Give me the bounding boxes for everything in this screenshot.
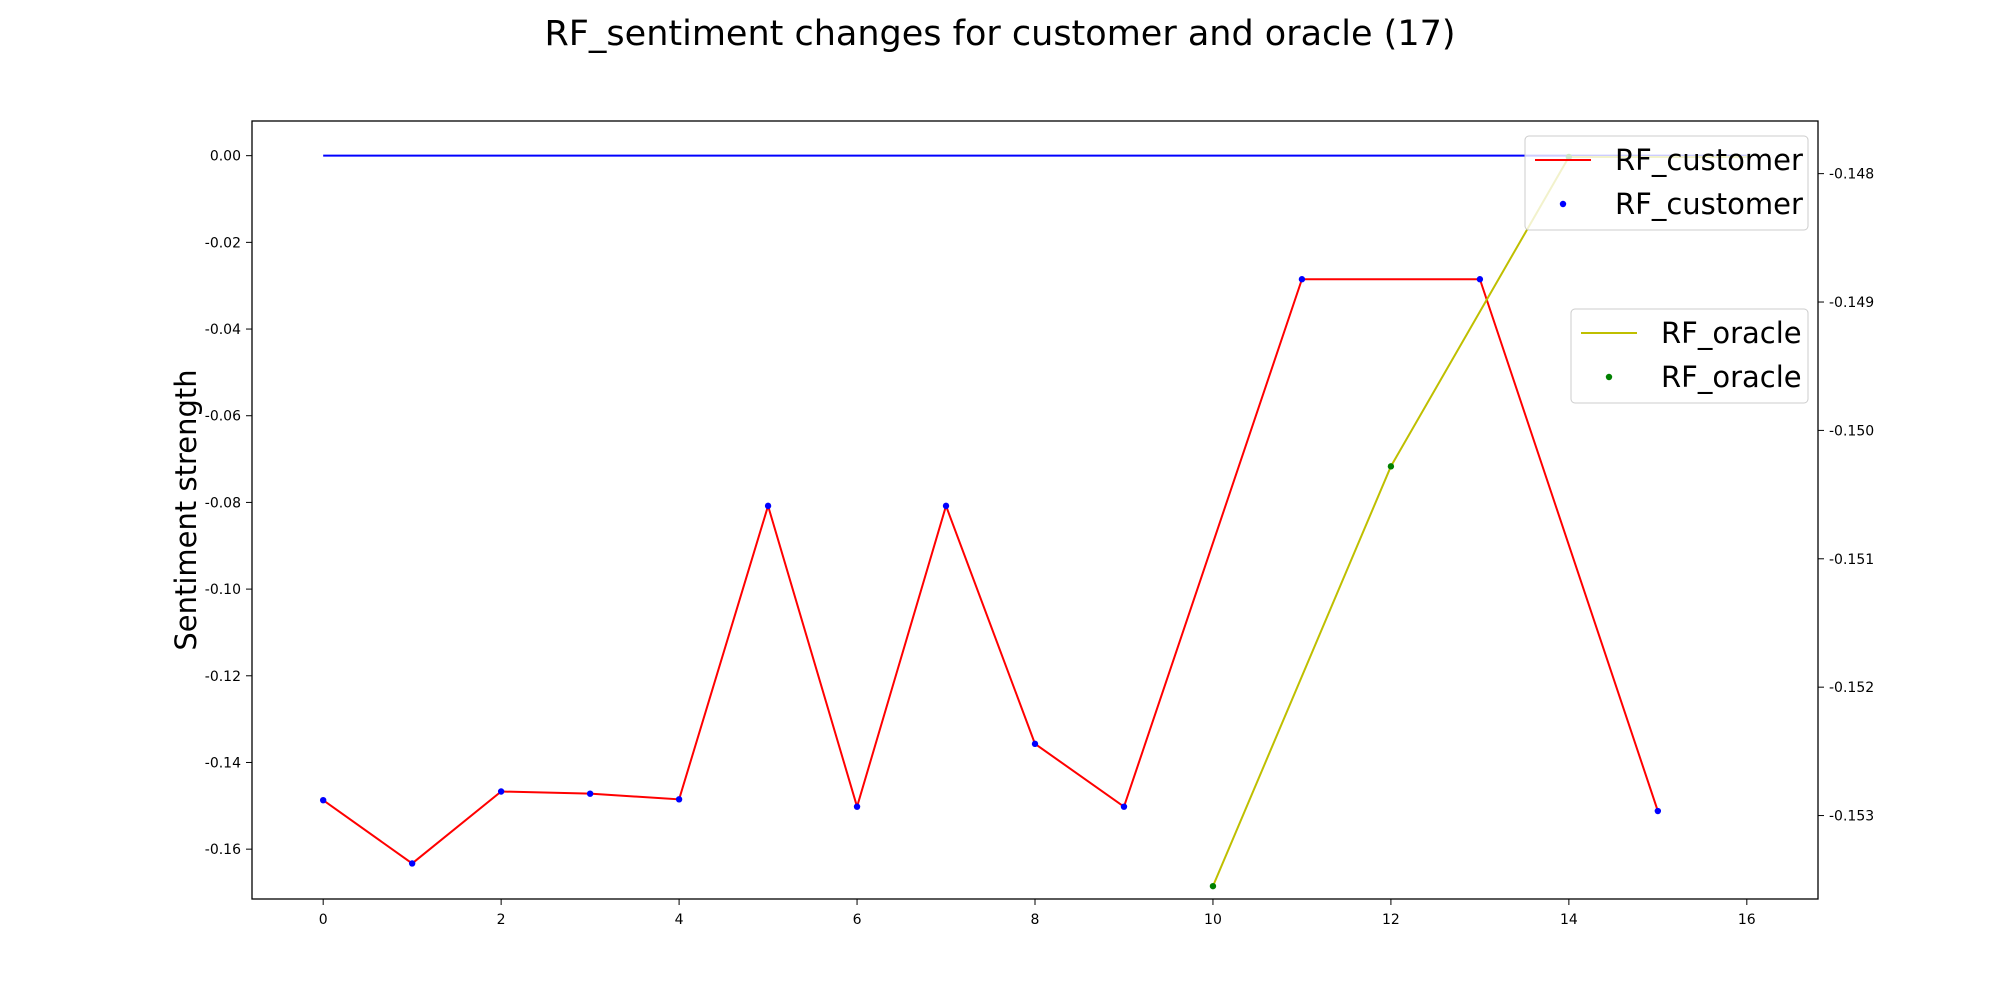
y-left-tick-label: -0.12 bbox=[205, 669, 241, 685]
series-layer bbox=[319, 153, 1747, 890]
x-tick-label: 4 bbox=[675, 912, 684, 928]
y-axis-label: Sentiment strength bbox=[169, 369, 203, 650]
rf-customer-point bbox=[497, 788, 505, 795]
legend-label: RF_customer bbox=[1615, 143, 1803, 177]
rf-customer-point bbox=[1476, 276, 1484, 283]
legend-marker-swatch bbox=[1605, 373, 1613, 381]
y-left-tick-label: 0.00 bbox=[210, 149, 241, 165]
y-right-tick-label: -0.150 bbox=[1829, 423, 1874, 439]
rf-oracle-line bbox=[1212, 155, 1747, 887]
x-tick-label: 8 bbox=[1031, 912, 1040, 928]
y-right-tick-label: -0.152 bbox=[1829, 680, 1874, 696]
rf-customer-line bbox=[322, 278, 1659, 865]
y-left-tick-label: -0.02 bbox=[205, 235, 241, 251]
rf-customer-point bbox=[1031, 740, 1039, 748]
y-left-tick-label: -0.10 bbox=[205, 582, 241, 598]
y-right-tick-label: -0.148 bbox=[1829, 167, 1874, 183]
x-axis: 0 2 4 6 8 10 12 14 16 bbox=[319, 899, 1756, 928]
y-left-tick-label: -0.14 bbox=[205, 755, 241, 771]
chart-title: RF_sentiment changes for customer and or… bbox=[544, 14, 1456, 54]
rf-customer-point bbox=[1120, 803, 1128, 810]
x-tick-label: 0 bbox=[319, 912, 328, 928]
rf-customer-point bbox=[1654, 807, 1662, 815]
legend-label: RF_oracle bbox=[1661, 316, 1802, 350]
rf-oracle-point bbox=[1387, 463, 1395, 470]
x-tick-label: 10 bbox=[1204, 912, 1222, 928]
legend-layer: RF_customer RF_customer RF_oracle RF_oracle bbox=[1524, 135, 1809, 404]
legend-box bbox=[1524, 135, 1809, 231]
rf-customer-point bbox=[1298, 276, 1306, 283]
y-axis-right: -0.148 -0.149 -0.150 -0.151 -0.152 -0.153 bbox=[1818, 167, 1874, 825]
legend-marker-swatch bbox=[1559, 200, 1567, 208]
y-left-tick-label: -0.04 bbox=[205, 322, 241, 338]
legend-label: RF_customer bbox=[1615, 187, 1803, 221]
rf-customer-point bbox=[853, 803, 861, 810]
x-tick-label: 14 bbox=[1560, 912, 1578, 928]
rf-customer-point bbox=[408, 860, 416, 867]
y-right-tick-label: -0.149 bbox=[1829, 295, 1874, 311]
y-right-tick-label: -0.153 bbox=[1829, 809, 1874, 825]
y-right-tick-label: -0.151 bbox=[1829, 552, 1874, 568]
y-left-tick-label: -0.08 bbox=[205, 495, 241, 511]
rf-customer-point bbox=[586, 790, 594, 797]
rf-customer-point bbox=[942, 502, 950, 510]
y-left-tick-label: -0.06 bbox=[205, 409, 241, 425]
rf-customer-point bbox=[675, 796, 683, 803]
y-axis-left: 0.00 -0.02 -0.04 -0.06 -0.08 -0.10 -0.12 -0.14 -… bbox=[205, 149, 252, 858]
x-tick-label: 6 bbox=[853, 912, 862, 928]
legend-label: RF_oracle bbox=[1661, 360, 1802, 394]
rf-customer-point bbox=[319, 796, 327, 804]
y-left-tick-label: -0.16 bbox=[205, 842, 241, 858]
rf-oracle-point bbox=[1209, 882, 1217, 890]
plot-area-frame bbox=[251, 120, 1819, 900]
x-tick-label: 2 bbox=[497, 912, 506, 928]
rf-customer-point bbox=[764, 502, 772, 510]
x-tick-label: 16 bbox=[1738, 912, 1756, 928]
x-tick-label: 12 bbox=[1382, 912, 1400, 928]
